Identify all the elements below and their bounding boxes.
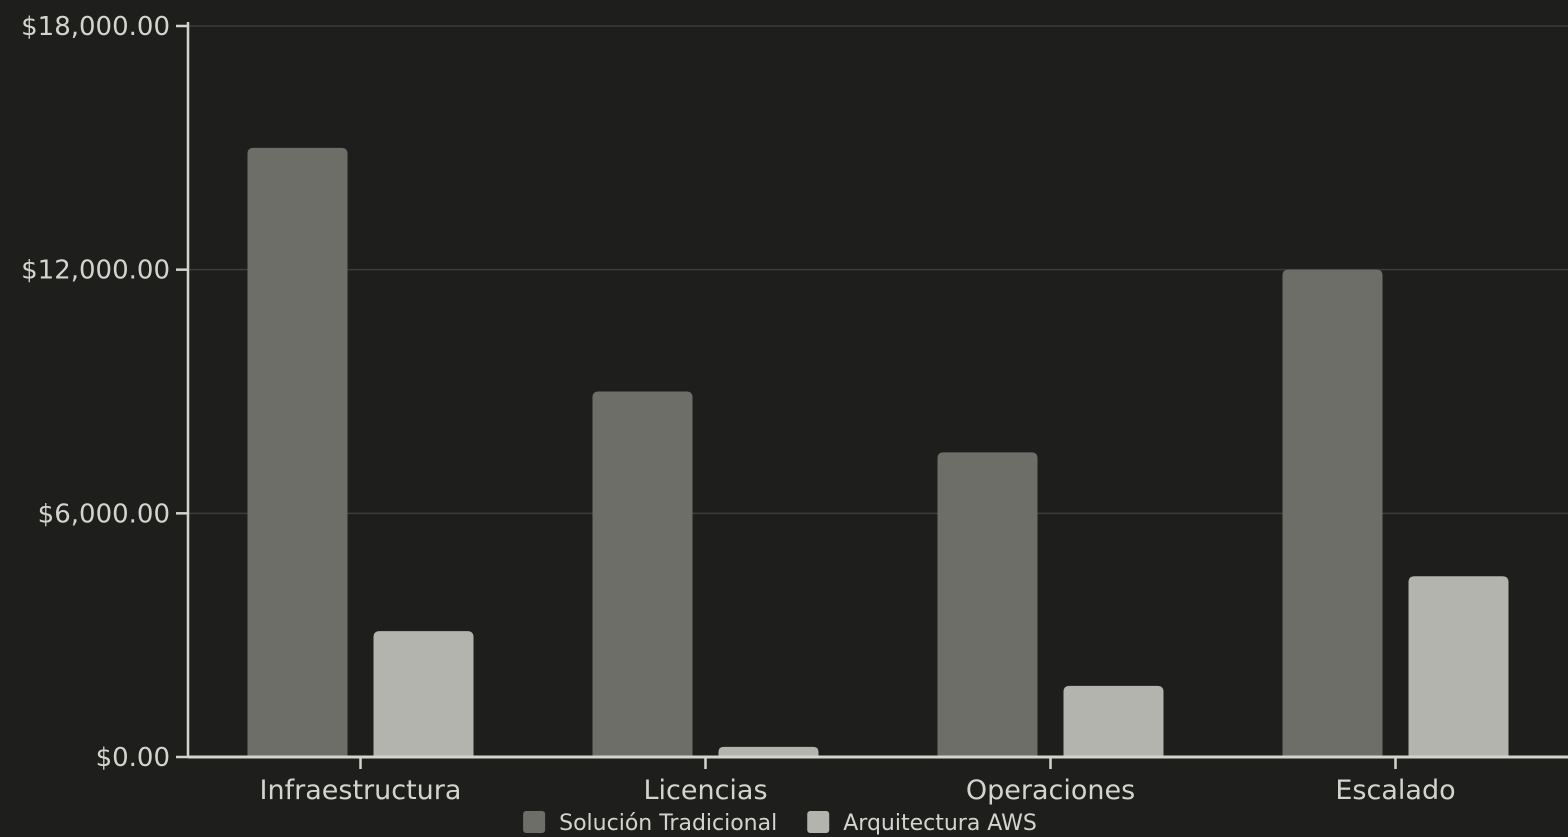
x-tick-label: Escalado: [1335, 775, 1455, 806]
bar-operaciones-series-2: [1063, 685, 1164, 757]
legend-swatch: [523, 811, 546, 833]
legend-swatch: [807, 811, 830, 833]
bar-escalado-series-1: [1282, 269, 1383, 757]
y-tick-label: $18,000.00: [21, 12, 170, 42]
legend: Solución Tradicional Arquitectura AWS: [523, 811, 1037, 836]
axes: [176, 22, 1568, 769]
bar-infraestructura-series-1: [247, 147, 348, 758]
bar-escalado-series-2: [1408, 576, 1509, 757]
legend-item-series-1: Solución Tradicional: [523, 811, 777, 836]
bar-infraestructura-series-2: [373, 631, 474, 757]
bar-licencias-series-1: [592, 391, 693, 757]
legend-item-series-2: Arquitectura AWS: [807, 811, 1037, 836]
bar-licencias-series-2: [718, 746, 819, 757]
y-tick-label: $6,000.00: [38, 499, 170, 529]
x-tick-label: Licencias: [643, 775, 767, 806]
legend-label: Solución Tradicional: [559, 811, 777, 836]
legend-label: Arquitectura AWS: [843, 811, 1037, 836]
x-tick-labels: Infraestructura Licencias Operaciones Escal…: [260, 775, 1456, 806]
y-tick-label: $12,000.00: [21, 256, 170, 286]
x-tick-label: Infraestructura: [260, 775, 462, 806]
x-tick-label: Operaciones: [966, 775, 1135, 806]
bars: [247, 147, 1509, 758]
y-tick-label: $0.00: [96, 743, 170, 773]
y-tick-labels: $0.00 $6,000.00 $12,000.00 $18,000.00: [21, 12, 170, 773]
bar-operaciones-series-1: [937, 452, 1038, 757]
